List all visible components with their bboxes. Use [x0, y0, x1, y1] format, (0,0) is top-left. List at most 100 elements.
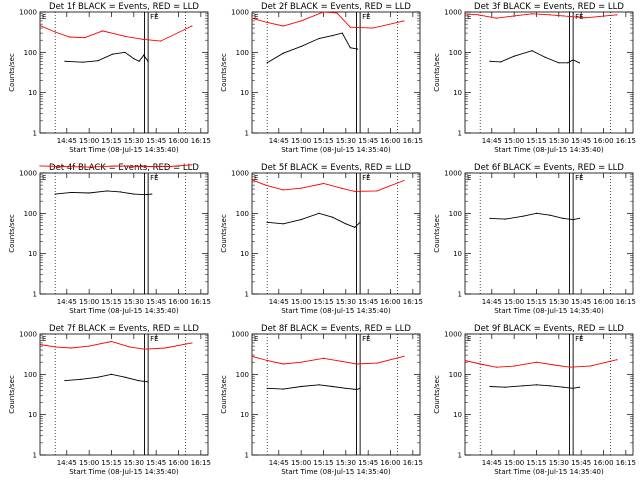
flag-label-e: E — [154, 174, 158, 182]
series-events-point — [345, 223, 347, 225]
x-tick-label: 15:45 — [358, 459, 378, 467]
series-events-point — [578, 62, 580, 64]
series-lld-point — [616, 359, 618, 361]
panel-title: Det 6f BLACK = Events, RED = LLD — [474, 163, 624, 173]
series-events-line — [266, 32, 358, 64]
x-tick-label: 15:30 — [124, 459, 144, 467]
x-tick-label: 16:15 — [403, 137, 423, 145]
y-tick-label: 1000 — [444, 331, 462, 339]
y-tick-label: 1 — [458, 452, 462, 460]
series-lld-point — [340, 360, 342, 362]
plot-frame — [464, 333, 634, 456]
plot-frame — [39, 172, 209, 295]
series-lld-point — [336, 12, 338, 14]
x-tick-label: 16:15 — [616, 459, 636, 467]
x-tick-label: 14:45 — [57, 137, 77, 145]
series-lld-point — [128, 346, 130, 348]
panel-title: Det 9f BLACK = Events, RED = LLD — [474, 324, 624, 334]
series-events-line — [64, 373, 149, 383]
series-events-point — [535, 384, 538, 386]
plot-frame — [39, 333, 209, 456]
series-lld-point — [282, 363, 284, 365]
series-events-point — [572, 218, 574, 221]
panel-title: Det 1f BLACK = Events, RED = LLD — [49, 2, 199, 12]
series-events-line — [267, 212, 361, 228]
x-tick-label: 16:00 — [168, 137, 188, 145]
series-lld-point — [282, 189, 284, 191]
y-tick-label: 10 — [453, 411, 462, 419]
series-events-point — [119, 191, 122, 193]
flag-label-e: E — [154, 335, 158, 343]
series-events-line — [489, 50, 580, 64]
flag-label-e-left: E — [42, 174, 46, 182]
series-lld-point — [349, 26, 351, 28]
flag-label-e: E — [154, 13, 158, 21]
panel-title: Det 5f BLACK = Events, RED = LLD — [261, 163, 411, 173]
x-tick-label: 16:15 — [616, 298, 636, 306]
series-lld-point — [39, 165, 41, 167]
series-lld-point — [143, 348, 146, 350]
series-events-point — [504, 386, 506, 388]
y-tick-label: 1 — [33, 130, 37, 138]
flag-label-e-left: E — [42, 13, 46, 21]
panel-det-9: Det 9f BLACK = Events, RED = LLD 1 10 100 10… — [433, 324, 636, 476]
panel-det-6: Det 6f BLACK = Events, RED = LLD 1 10 100 10… — [433, 163, 636, 315]
flag-label-f: F — [150, 174, 154, 182]
series-events-point — [500, 61, 502, 63]
series-events-point — [504, 218, 506, 220]
series-lld-point — [84, 37, 86, 39]
panel-det-3: Det 3f BLACK = Events, RED = LLD 1 10 100 10… — [433, 2, 636, 154]
series-lld-point — [54, 31, 56, 33]
series-lld-point — [464, 359, 466, 362]
y-axis-label: Counts/sec — [8, 53, 16, 92]
series-events-point — [70, 191, 72, 194]
plot-frame — [464, 11, 634, 134]
x-axis-label: Start Time (08-Jul-15 14:35:40) — [494, 468, 604, 476]
x-tick-label: 14:45 — [57, 298, 77, 306]
flag-label-e-left: E — [467, 335, 471, 343]
flag-label-f: F — [575, 174, 579, 182]
x-tick-label: 15:30 — [549, 137, 569, 145]
plot-frame — [251, 172, 421, 295]
series-events-point — [318, 37, 320, 40]
y-tick-label: 10 — [453, 250, 462, 258]
series-lld-point — [39, 25, 41, 27]
series-events-point — [124, 376, 126, 378]
series-lld-point — [549, 14, 551, 16]
series-events-point — [88, 192, 90, 194]
x-tick-label: 15:30 — [549, 459, 569, 467]
flag-label-f: F — [362, 174, 366, 182]
y-tick-label: 100 — [236, 210, 249, 218]
y-tick-label: 10 — [453, 89, 462, 97]
series-lld-point — [513, 15, 515, 17]
series-lld-point — [477, 14, 480, 16]
x-tick-label: 16:00 — [593, 137, 613, 145]
series-events-point — [549, 385, 551, 387]
y-axis-label: Counts/sec — [8, 214, 16, 253]
y-axis-label: Counts/sec — [433, 53, 441, 92]
x-tick-label: 15:00 — [79, 459, 99, 467]
series-lld-point — [553, 364, 555, 366]
series-events-point — [535, 212, 538, 214]
series-lld-point — [376, 362, 378, 364]
panel-det-5: Det 5f BLACK = Events, RED = LLD 1 10 100 10… — [220, 163, 423, 315]
series-events-point — [567, 62, 569, 64]
series-lld-point — [191, 164, 193, 166]
series-lld-point — [513, 365, 515, 367]
x-tick-label: 14:45 — [269, 137, 289, 145]
series-events-point — [489, 385, 491, 388]
y-tick-label: 1000 — [231, 9, 249, 17]
series-events-point — [64, 60, 66, 62]
y-tick-label: 100 — [449, 49, 462, 57]
series-lld-point — [168, 165, 171, 168]
series-lld-point — [88, 345, 90, 347]
series-events-point — [282, 388, 284, 390]
panel-title: Det 2f BLACK = Events, RED = LLD — [261, 2, 411, 12]
flag-label-e-left: E — [467, 13, 471, 21]
series-events-point — [522, 385, 524, 387]
y-tick-label: 10 — [240, 411, 249, 419]
y-tick-label: 100 — [24, 371, 37, 379]
y-tick-label: 1000 — [231, 170, 249, 178]
series-lld-point — [322, 357, 325, 359]
